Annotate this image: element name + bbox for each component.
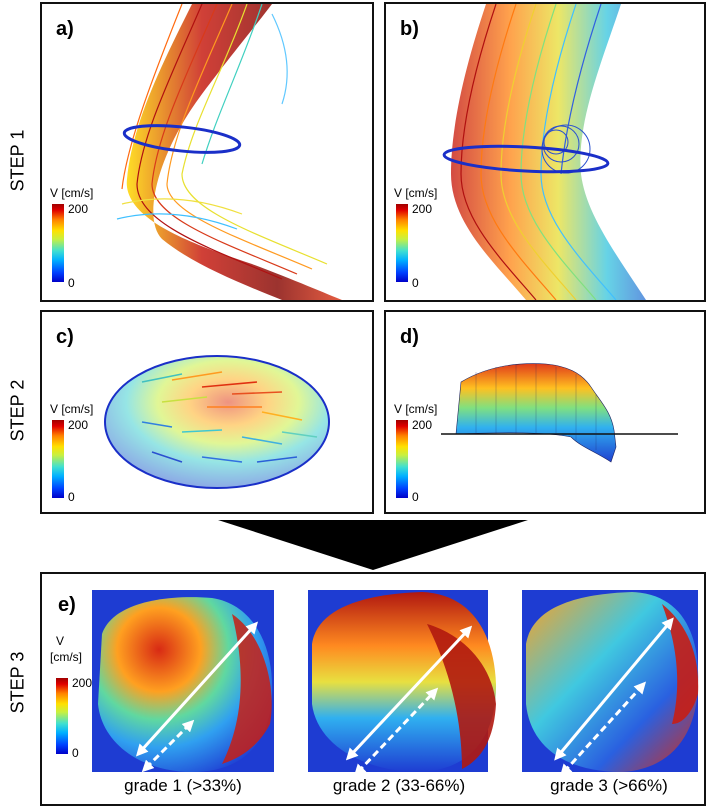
step-2-label: STEP 2 bbox=[7, 379, 28, 442]
panel-b: b) V [cm/s] 200 0 bbox=[384, 2, 706, 302]
colorbar-d-max: 200 bbox=[412, 418, 433, 432]
colorbar-b-min: 0 bbox=[412, 276, 419, 290]
panel-c-label: c) bbox=[56, 326, 74, 348]
colorbar-c-min: 0 bbox=[68, 490, 75, 504]
grade-maps bbox=[92, 590, 699, 777]
colorbar-a bbox=[52, 204, 64, 282]
colorbar-a-title: V [cm/s] bbox=[50, 186, 94, 200]
colorbar-e-min: 0 bbox=[72, 746, 79, 760]
grade-3-map bbox=[522, 590, 699, 777]
colorbar-b bbox=[396, 204, 408, 282]
grade-3-caption: grade 3 (>66%) bbox=[550, 776, 668, 795]
streamlines-image-a bbox=[116, 4, 342, 300]
valve-ring-c bbox=[104, 355, 330, 489]
panel-c: c) V [cm/s] 200 0 bbox=[40, 310, 374, 514]
colorbar-e-title-line2: [cm/s] bbox=[50, 650, 82, 664]
panel-a: a) V [cm/s] 200 0 bbox=[40, 2, 374, 302]
panel-e: e) V [cm/s] 200 0 bbox=[40, 572, 706, 806]
grade-1-caption: grade 1 (>33%) bbox=[124, 776, 242, 795]
colorbar-e-title-line1: V bbox=[56, 634, 65, 648]
colorbar-c bbox=[52, 420, 64, 498]
velocity-surface-image-d bbox=[441, 363, 678, 463]
step-1-label: STEP 1 bbox=[7, 129, 28, 192]
colorbar-d bbox=[396, 420, 408, 498]
colorbar-c-max: 200 bbox=[68, 418, 89, 432]
streamlines-image-b bbox=[442, 4, 646, 300]
panel-b-label: b) bbox=[400, 18, 419, 40]
step-3-label: STEP 3 bbox=[7, 651, 28, 714]
grade-2-map bbox=[308, 590, 497, 777]
colorbar-d-title: V [cm/s] bbox=[394, 402, 438, 416]
velocity-vectors-image-c bbox=[104, 355, 330, 489]
colorbar-c-title: V [cm/s] bbox=[50, 402, 94, 416]
grade-1-map bbox=[92, 590, 274, 773]
valve-ring-b bbox=[442, 144, 610, 174]
colorbar-e bbox=[56, 678, 68, 754]
colorbar-a-min: 0 bbox=[68, 276, 75, 290]
grade-2-caption: grade 2 (33-66%) bbox=[332, 776, 466, 795]
colorbar-b-title: V [cm/s] bbox=[394, 186, 438, 200]
colorbar-b-max: 200 bbox=[412, 202, 433, 216]
panel-d-label: d) bbox=[400, 326, 419, 348]
panel-d: d) V [cm/s] 200 0 bbox=[384, 310, 706, 514]
panel-a-label: a) bbox=[56, 18, 74, 40]
panel-e-label: e) bbox=[58, 594, 76, 616]
colorbar-d-min: 0 bbox=[412, 490, 419, 504]
colorbar-e-max: 200 bbox=[72, 676, 93, 690]
colorbar-a-max: 200 bbox=[68, 202, 89, 216]
valve-ring-a bbox=[122, 124, 242, 154]
